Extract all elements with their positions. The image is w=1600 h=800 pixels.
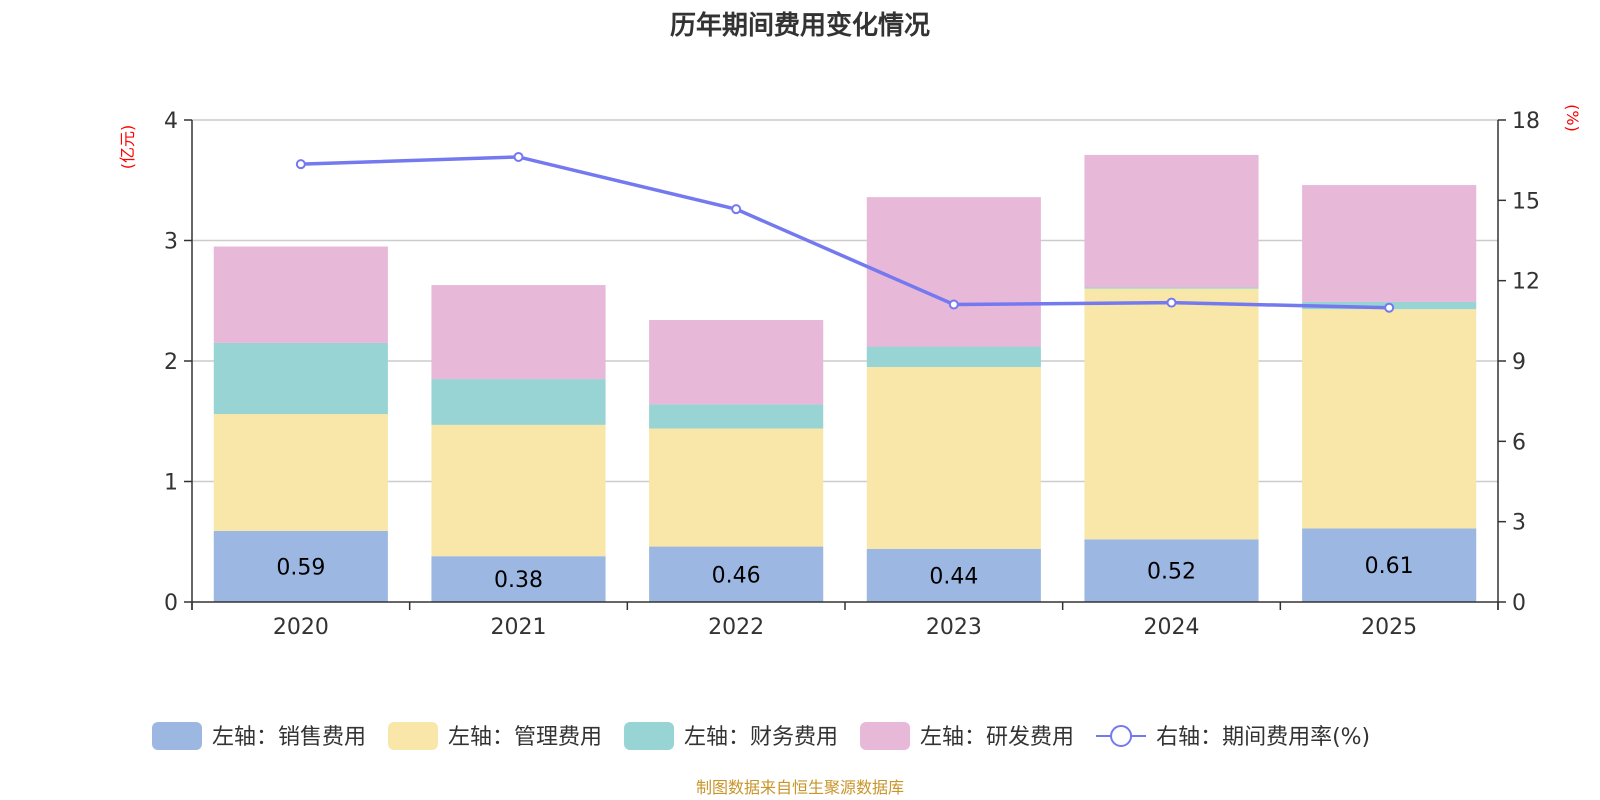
bar-segment xyxy=(431,285,606,380)
bar-segment xyxy=(649,428,824,547)
rate-line xyxy=(295,151,1395,313)
legend-label: 左轴：财务费用 xyxy=(684,725,838,750)
right-tick-label: 15 xyxy=(1512,189,1540,214)
bar-segment xyxy=(866,346,1041,368)
legend-swatch xyxy=(624,722,675,750)
bar-segment xyxy=(1302,185,1477,302)
legend-label: 左轴：销售费用 xyxy=(212,725,366,750)
bar-value-label: 0.44 xyxy=(929,564,978,589)
legend-label: 右轴：期间费用率(%) xyxy=(1156,725,1370,750)
legend-label: 左轴：管理费用 xyxy=(448,725,602,750)
left-tick-label: 1 xyxy=(164,471,178,496)
legend-item: 右轴：期间费用率(%) xyxy=(1096,725,1370,750)
bar-segment xyxy=(431,424,606,557)
bar-segment xyxy=(1084,154,1259,288)
grid-lines xyxy=(192,119,1498,483)
right-tick-label: 0 xyxy=(1512,591,1526,616)
legend-swatch xyxy=(388,722,439,750)
right-tick-label: 9 xyxy=(1512,350,1526,375)
bar-value-label: 0.46 xyxy=(712,563,761,588)
bar-segment xyxy=(1084,288,1259,540)
left-tick-label: 3 xyxy=(164,230,178,255)
bar-segment xyxy=(866,197,1041,347)
left-tick-label: 2 xyxy=(164,350,178,375)
bars xyxy=(213,154,1477,602)
rate-point xyxy=(513,151,524,162)
right-tick-label: 12 xyxy=(1512,270,1540,295)
bar-segment xyxy=(213,530,388,602)
bar-segment xyxy=(649,404,824,429)
right-tick-label: 3 xyxy=(1512,511,1526,536)
bar-segment xyxy=(1302,528,1477,602)
x-tick-label: 2021 xyxy=(491,615,547,640)
legend-item: 左轴：研发费用 xyxy=(860,722,1074,750)
left-axis-unit: (亿元) xyxy=(118,125,137,170)
bar-labels: 0.59 0.38 0.46 0.44 0.52 0.61 xyxy=(276,554,1413,593)
bar-segment xyxy=(213,342,388,415)
right-tick-label: 6 xyxy=(1512,430,1526,455)
legend-item: 左轴：销售费用 xyxy=(152,722,366,750)
bar-value-label: 0.52 xyxy=(1147,560,1196,585)
rate-line-path xyxy=(300,155,1390,310)
left-tick-label: 4 xyxy=(164,109,178,134)
bar-segment xyxy=(866,367,1041,549)
x-tick-label: 2020 xyxy=(273,615,329,640)
legend-swatch xyxy=(152,722,202,750)
bar-segment xyxy=(1084,287,1259,289)
bar-segment xyxy=(866,548,1041,602)
bar-value-label: 0.59 xyxy=(276,555,325,580)
right-tick-label: 18 xyxy=(1512,109,1540,134)
source-note: 制图数据来自恒生聚源数据库 xyxy=(696,778,904,797)
x-tick-label: 2025 xyxy=(1361,615,1417,640)
rate-point xyxy=(1166,297,1177,308)
bar-segment xyxy=(649,546,824,602)
rate-point xyxy=(731,204,742,215)
bar-segment xyxy=(431,556,606,602)
bar-segment xyxy=(649,320,824,405)
legend-marker xyxy=(1110,725,1133,747)
legend-item: 左轴：财务费用 xyxy=(624,722,838,750)
bar-segment xyxy=(1302,309,1477,529)
legend-swatch xyxy=(860,722,911,750)
rate-point xyxy=(1384,302,1395,313)
bar-value-label: 0.61 xyxy=(1365,554,1414,579)
rate-point xyxy=(295,159,306,170)
chart-title: 历年期间费用变化情况 xyxy=(670,10,930,41)
x-tick-label: 2024 xyxy=(1144,615,1200,640)
bar-segment xyxy=(213,414,388,531)
rate-point xyxy=(948,299,959,310)
bar-value-label: 0.38 xyxy=(494,568,543,593)
bar-segment xyxy=(213,246,388,343)
right-axis-unit: (%) xyxy=(1563,104,1582,132)
legend: 左轴：销售费用 左轴：管理费用 左轴：财务费用 左轴：研发费用 右轴：期间费用率(%) xyxy=(152,722,1370,750)
bar-segment xyxy=(1084,539,1259,602)
legend-item: 左轴：管理费用 xyxy=(388,722,602,750)
x-tick-label: 2022 xyxy=(708,615,764,640)
x-tick-label: 2023 xyxy=(926,615,982,640)
left-tick-label: 0 xyxy=(164,591,178,616)
bar-segment xyxy=(431,379,606,425)
legend-label: 左轴：研发费用 xyxy=(920,725,1074,750)
